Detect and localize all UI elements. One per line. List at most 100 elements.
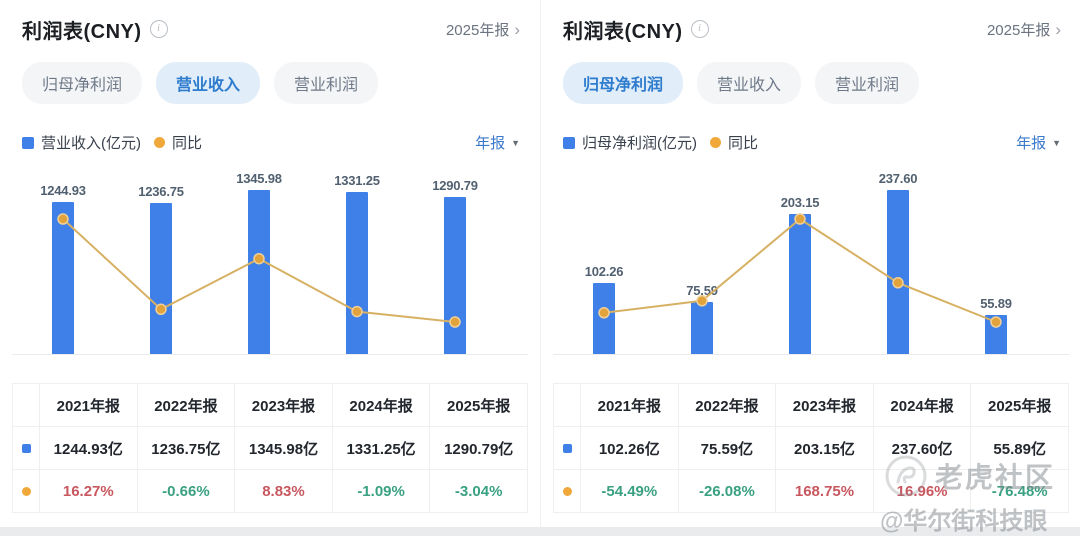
table-cell: 16.27% [39, 469, 138, 513]
table-header-cell: 2023年报 [775, 383, 874, 427]
bar-series-legend-label: 营业收入(亿元) [41, 135, 141, 152]
info-icon[interactable]: i [149, 20, 168, 38]
yoy-line [598, 213, 1002, 328]
bar[interactable] [985, 315, 1007, 354]
table-header-cell: 2021年报 [39, 383, 138, 427]
table-row-yoy: -54.49% -26.08% 168.75% 16.96% -76.48% [553, 469, 1069, 513]
bar-line-chart: 1244.93 1236.75 1345.98 1331.25 1290.79 [0, 164, 540, 364]
bar-series-icon [21, 443, 31, 453]
line-point [696, 295, 708, 307]
bar-value-label: 1244.93 [40, 183, 86, 199]
table-header-cell: 2025年报 [429, 383, 528, 427]
chevron-down-icon: ▼ [1052, 137, 1061, 148]
tab-net-profit[interactable]: 归母净利润 [22, 62, 143, 104]
bar-value-label: 102.26 [584, 264, 624, 280]
table-header-cell: 2023年报 [234, 383, 333, 427]
tab-revenue[interactable]: 营业收入 [156, 62, 261, 104]
table-cell: 237.60亿 [872, 426, 972, 470]
table-row-values: 102.26亿 75.59亿 203.15亿 237.60亿 55.89亿 [553, 426, 1069, 470]
table-cell: 168.75% [775, 469, 874, 513]
bar[interactable] [887, 190, 909, 354]
line-point [990, 316, 1002, 328]
tab-revenue[interactable]: 营业收入 [697, 62, 802, 104]
bar-value-label: 1236.75 [138, 184, 184, 200]
table-row-values: 1244.93亿 1236.75亿 1345.98亿 1331.25亿 1290.79亿 [12, 426, 528, 470]
table-cell: 75.59亿 [677, 426, 777, 470]
chevron-right-icon: › [514, 19, 520, 39]
bar-value-label: 1290.79 [432, 177, 478, 193]
tab-operating-profit[interactable]: 营业利润 [815, 62, 920, 104]
bottom-strip [0, 527, 1080, 536]
table-cell: -3.04% [429, 469, 528, 513]
legend-column-header [553, 383, 581, 427]
data-table: 2021年报 2022年报 2023年报 2024年报 2025年报 102.26亿 75.… [553, 383, 1069, 513]
table-header-row: 2021年报 2022年报 2023年报 2024年报 2025年报 [12, 383, 528, 427]
table-header-cell: 2025年报 [970, 383, 1069, 427]
table-cell: 102.26亿 [580, 426, 679, 470]
panel-operating-revenue: 利润表(CNY) i 2025年报 › 归母净利润 营业收入 营业利润 营业收入… [0, 12, 540, 513]
bar[interactable] [346, 191, 368, 354]
line-series-legend-label: 同比 [172, 135, 203, 152]
bar-value-label: 1345.98 [236, 171, 282, 186]
table-cell: 55.89亿 [970, 426, 1069, 470]
table-cell: 1290.79亿 [429, 426, 528, 470]
table-header-cell: 2022年报 [136, 383, 236, 427]
table-cell: 1331.25亿 [331, 426, 431, 470]
x-axis-line [12, 354, 528, 355]
bar[interactable] [789, 213, 811, 354]
bar-value-label: 203.15 [780, 194, 820, 210]
table-row-yoy: 16.27% -0.66% 8.83% -1.09% -3.04% [12, 469, 528, 513]
bar[interactable] [444, 196, 466, 354]
data-table: 2021年报 2022年报 2023年报 2024年报 2025年报 1244.93亿 12… [12, 383, 528, 513]
bar-series-legend-icon [563, 136, 575, 149]
chevron-right-icon: › [1055, 19, 1061, 39]
bar-value-label: 1331.25 [334, 172, 380, 188]
frequency-dropdown[interactable]: 年报 ▼ [475, 132, 520, 153]
table-cell: -1.09% [331, 469, 431, 513]
period-label: 2025年报 [445, 21, 510, 39]
bar[interactable] [150, 203, 172, 354]
table-cell: 1236.75亿 [136, 426, 236, 470]
page-title: 利润表(CNY) [22, 20, 142, 43]
table-cell: -54.49% [580, 469, 679, 513]
table-header-cell: 2024年报 [331, 383, 431, 427]
tab-net-profit[interactable]: 归母净利润 [563, 62, 684, 104]
bar[interactable] [248, 190, 270, 354]
period-selector[interactable]: 2025年报 › [987, 19, 1061, 40]
line-series-icon [562, 486, 572, 496]
x-axis-line [553, 354, 1069, 355]
table-cell: -0.66% [136, 469, 236, 513]
bar[interactable] [691, 301, 713, 354]
line-point [892, 277, 904, 289]
tab-operating-profit[interactable]: 营业利润 [274, 62, 379, 104]
legend-row: 营业收入(亿元) 同比 年报 ▼ [22, 132, 520, 153]
line-series-legend-label: 同比 [728, 135, 759, 152]
panel-header: 利润表(CNY) i 2025年报 › [563, 12, 1061, 46]
line-point [598, 307, 610, 319]
metric-tabs: 归母净利润 营业收入 营业利润 [563, 62, 920, 104]
period-selector[interactable]: 2025年报 › [446, 19, 520, 40]
yoy-line [57, 213, 461, 328]
info-icon[interactable]: i [690, 20, 709, 38]
bar-value-label: 55.89 [980, 296, 1012, 312]
table-cell: 1244.93亿 [39, 426, 138, 470]
bar-line-chart: 102.26 75.59 203.15 237.60 55.89 [541, 164, 1080, 364]
metric-tabs: 归母净利润 营业收入 营业利润 [22, 62, 379, 104]
bar[interactable] [52, 202, 74, 354]
bar[interactable] [593, 283, 615, 354]
frequency-label: 年报 [475, 135, 506, 152]
legend-row: 归母净利润(亿元) 同比 年报 ▼ [563, 132, 1061, 153]
line-series-icon [21, 486, 31, 496]
line-point [253, 252, 265, 265]
line-point [351, 305, 363, 318]
panel-net-profit: 利润表(CNY) i 2025年报 › 归母净利润 营业收入 营业利润 归母净利… [540, 0, 1080, 536]
table-cell: 16.96% [872, 469, 972, 513]
panel-header: 利润表(CNY) i 2025年报 › [22, 12, 520, 46]
bar-series-icon [562, 443, 572, 453]
table-header-cell: 2024年报 [872, 383, 972, 427]
bar-value-label: 237.60 [878, 171, 918, 186]
line-point [794, 213, 806, 225]
table-header-cell: 2021年报 [580, 383, 679, 427]
frequency-dropdown[interactable]: 年报 ▼ [1016, 132, 1061, 153]
period-label: 2025年报 [986, 21, 1051, 39]
